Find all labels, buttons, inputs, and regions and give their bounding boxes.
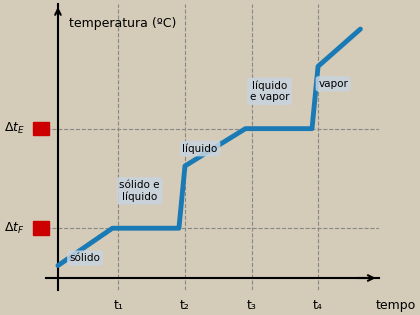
Text: temperatura (ºC): temperatura (ºC) [69,17,176,30]
Text: $\Delta t_E$: $\Delta t_E$ [4,121,25,136]
Text: t₁: t₁ [113,299,123,312]
Text: líquido: líquido [182,143,218,154]
Text: sólido: sólido [70,253,101,263]
Text: t₃: t₃ [247,299,257,312]
Text: vapor: vapor [318,79,348,89]
Bar [32,122,48,135]
Text: $\Delta t_F$: $\Delta t_F$ [4,221,25,236]
Text: tempo: tempo [375,299,416,312]
Text: líquido
e vapor: líquido e vapor [250,80,289,102]
Text: t₂: t₂ [180,299,190,312]
Text: t₄: t₄ [313,299,323,312]
Bar [32,221,48,235]
Text: sólido e
líquido: sólido e líquido [119,180,160,202]
